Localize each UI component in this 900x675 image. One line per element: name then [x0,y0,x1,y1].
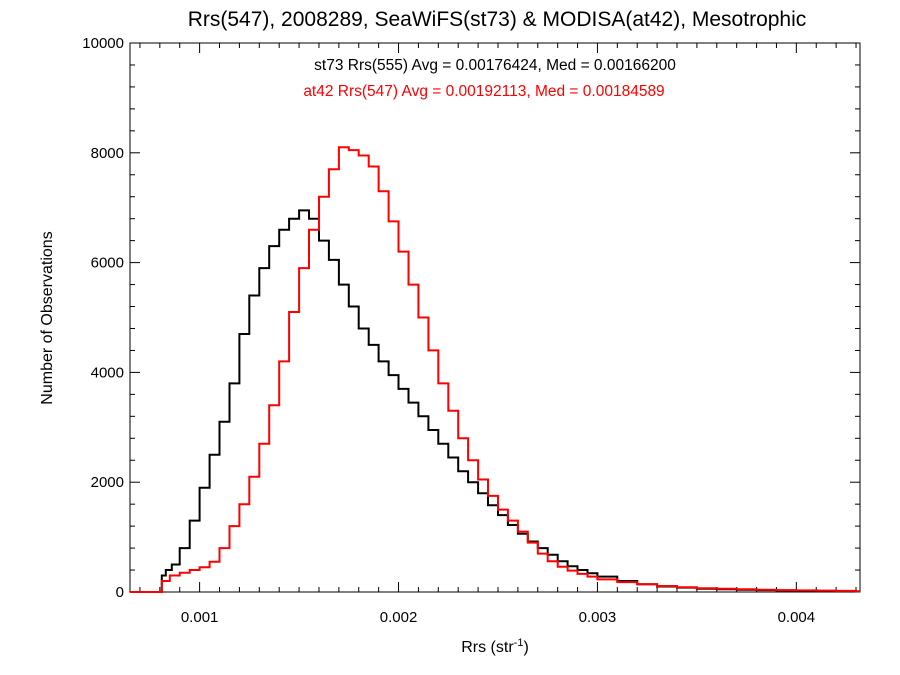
annotation-st73: st73 Rrs(555) Avg = 0.00176424, Med = 0.… [314,57,676,74]
x-tick-label: 0.002 [380,609,418,626]
y-tick-label: 8000 [91,145,124,162]
plot-frame [129,42,861,593]
x-tick-label: 0.001 [181,609,219,626]
annotation-at42: at42 Rrs(547) Avg = 0.00192113, Med = 0.… [303,83,664,100]
y-tick-label: 10000 [82,35,124,52]
y-tick-label: 2000 [91,474,124,491]
y-axis-label: Number of Observations [39,231,56,404]
y-tick-label: 0 [116,584,124,601]
x-tick-label: 0.004 [778,609,816,626]
series-st73-line [130,209,860,593]
y-tick-label: 6000 [91,255,124,272]
x-tick-label: 0.003 [579,609,617,626]
series-group [130,146,860,593]
series-at42-line [130,146,860,593]
y-tick-label: 4000 [91,364,124,381]
chart-title: Rrs(547), 2008289, SeaWiFS(st73) & MODIS… [188,8,807,31]
y-axis: 0 2000 4000 6000 8000 10000 [82,35,860,601]
x-axis-label: Rrs (str-1) [461,637,529,656]
